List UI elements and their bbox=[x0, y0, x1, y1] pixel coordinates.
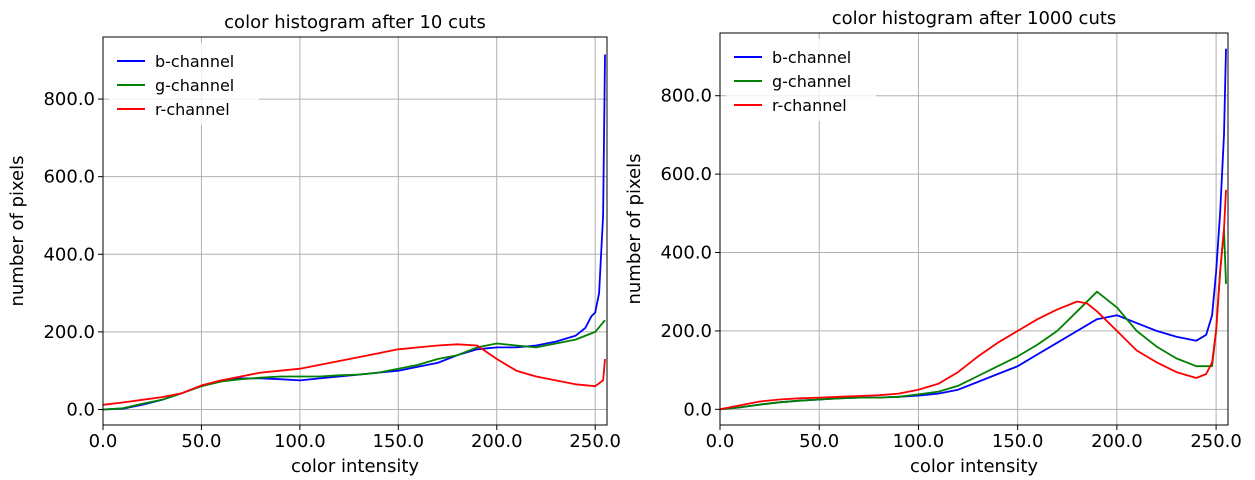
x-tick-label: 50.0 bbox=[799, 431, 839, 452]
x-tick-label: 150.0 bbox=[992, 431, 1044, 452]
x-tick-label: 200.0 bbox=[1091, 431, 1143, 452]
chart-1000-cuts: 0.0 50.0 100.0 150.0 200.0 250.0 0.0 200.0 400.0… bbox=[624, 8, 1242, 477]
legend-label-r-channel: r-channel bbox=[772, 96, 847, 115]
x-tick-label: 50.0 bbox=[181, 431, 221, 452]
y-tick-label: 0.0 bbox=[66, 399, 95, 420]
x-tick-label: 0.0 bbox=[706, 431, 735, 452]
y-tick-label: 200.0 bbox=[43, 322, 95, 343]
x-tick-label: 150.0 bbox=[373, 431, 425, 452]
x-axis-label: color intensity bbox=[291, 456, 419, 477]
chart-title: color histogram after 10 cuts bbox=[224, 12, 486, 33]
y-axis-label: number of pixels bbox=[624, 153, 645, 304]
y-tick-label: 800.0 bbox=[660, 86, 712, 107]
series-line-g-channel bbox=[102, 319, 606, 411]
plot-frame bbox=[719, 32, 1229, 426]
legend-label-r-channel: r-channel bbox=[155, 100, 230, 119]
x-tick-label: 200.0 bbox=[471, 431, 523, 452]
y-tick-label: 400.0 bbox=[660, 243, 712, 264]
x-tick-label: 250.0 bbox=[1190, 431, 1242, 452]
x-tick-label: 100.0 bbox=[274, 431, 326, 452]
y-axis-label: number of pixels bbox=[7, 155, 28, 306]
series-line-r-channel bbox=[102, 343, 606, 406]
y-tick-label: 600.0 bbox=[660, 164, 712, 185]
legend-label-b-channel: b-channel bbox=[155, 52, 234, 71]
legend: b-channel g-channel r-channel bbox=[726, 39, 876, 121]
plot-frame bbox=[102, 36, 608, 426]
y-tick-label: 600.0 bbox=[43, 167, 95, 188]
x-tick-label: 100.0 bbox=[893, 431, 945, 452]
chart-10-cuts: 0.0 50.0 100.0 150.0 200.0 250.0 0.0 200.0 400.0… bbox=[7, 12, 621, 477]
y-tick-label: 0.0 bbox=[683, 399, 712, 420]
legend-label-b-channel: b-channel bbox=[772, 48, 851, 67]
y-tick-label: 400.0 bbox=[43, 244, 95, 265]
legend: b-channel g-channel r-channel bbox=[109, 43, 259, 125]
chart-title: color histogram after 1000 cuts bbox=[832, 8, 1117, 29]
legend-label-g-channel: g-channel bbox=[772, 72, 851, 91]
x-tick-label: 250.0 bbox=[569, 431, 621, 452]
x-tick-label: 0.0 bbox=[89, 431, 118, 452]
legend-label-g-channel: g-channel bbox=[155, 76, 234, 95]
y-tick-label: 200.0 bbox=[660, 321, 712, 342]
series-line-g-channel bbox=[719, 228, 1227, 411]
series-line-r-channel bbox=[719, 189, 1227, 411]
x-axis-label: color intensity bbox=[910, 456, 1038, 477]
y-tick-label: 800.0 bbox=[43, 89, 95, 110]
